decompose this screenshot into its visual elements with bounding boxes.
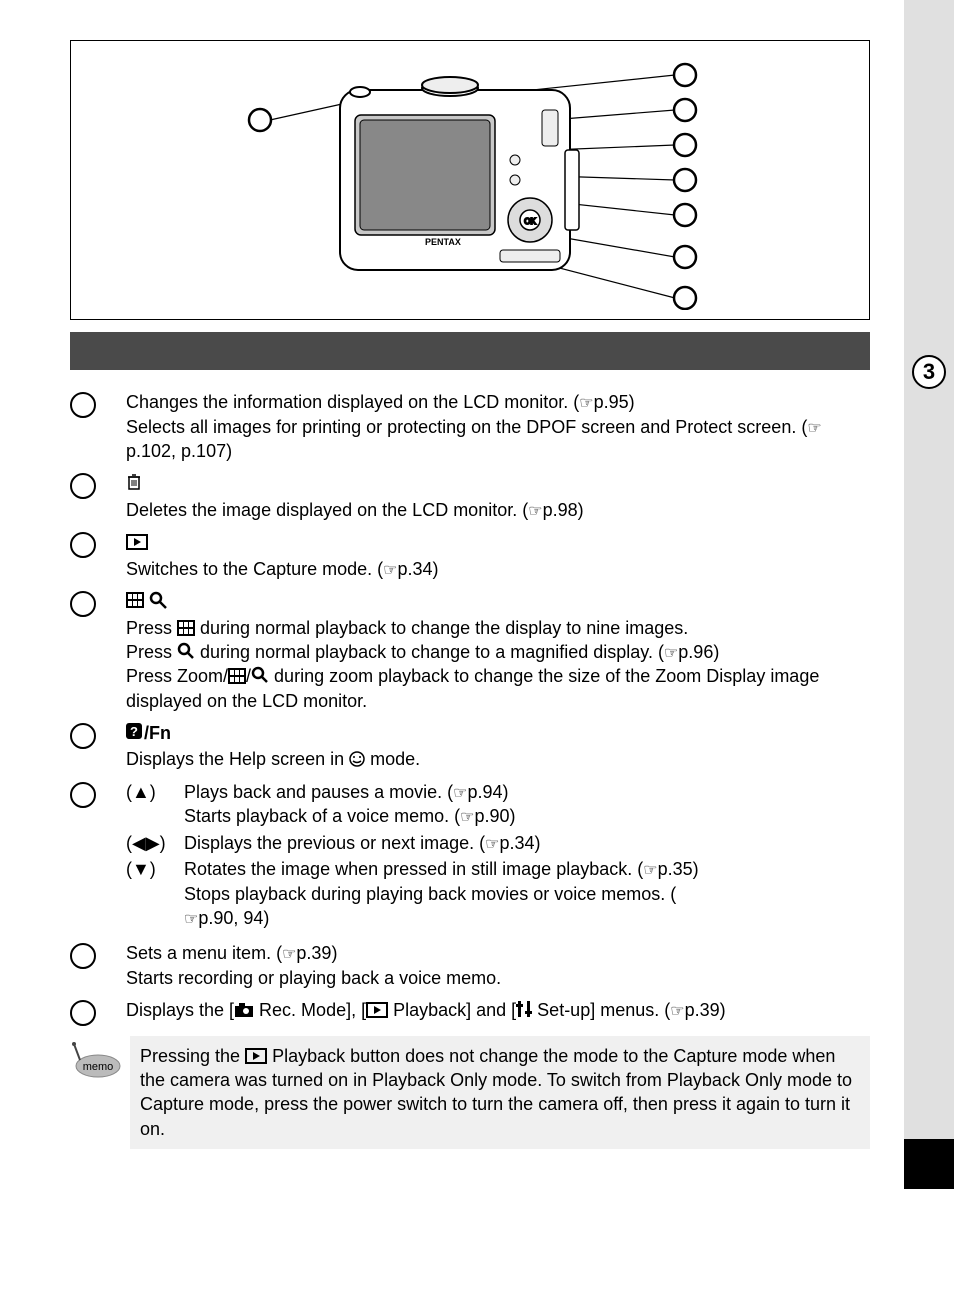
memo-block: memo Pressing the Playback button does n…: [70, 1036, 870, 1149]
callout-circle: [674, 204, 696, 226]
description-item: Deletes the image displayed on the LCD m…: [70, 471, 870, 522]
description-item: Press during normal playback to change t…: [70, 589, 870, 713]
controller-key: (▼): [126, 857, 184, 881]
description-item: Displays the [ Rec. Mode], [ Playback] a…: [70, 998, 870, 1026]
memo-icon: memo: [70, 1040, 122, 1080]
camera-diagram-svg: OK PENTAX: [90, 50, 850, 310]
item-number-circle: [70, 943, 96, 969]
item-line: Press during normal playback to change t…: [126, 640, 870, 665]
item-number-circle: [70, 392, 96, 418]
description-item: Changes the information displayed on the…: [70, 390, 870, 463]
description-item: Sets a menu item. (☞p.39)Starts recordin…: [70, 941, 870, 990]
item-head: [126, 471, 870, 495]
item-line: Starts recording or playing back a voice…: [126, 966, 870, 990]
item-head: [126, 589, 870, 613]
section-header-bar: [70, 332, 870, 370]
description-item: Switches to the Capture mode. (☞p.34): [70, 530, 870, 581]
item-line: Displays the [ Rec. Mode], [ Playback] a…: [126, 998, 870, 1023]
item-body: ?/Fn Displays the Help screen in mode.: [126, 721, 870, 772]
item-head: [126, 530, 870, 554]
callout-circle: [674, 64, 696, 86]
callout-circle: [674, 99, 696, 121]
chapter-number-badge: 3: [912, 355, 946, 389]
item-number-circle: [70, 532, 96, 558]
item-line: Press Zoom// during zoom playback to cha…: [126, 664, 870, 713]
controller-key: (◀▶): [126, 831, 184, 855]
svg-text:memo: memo: [83, 1061, 114, 1073]
item-line: Displays the Help screen in mode.: [126, 747, 870, 771]
item-body: (▲)Plays back and pauses a movie. (☞p.94…: [126, 780, 870, 933]
item-number-circle: [70, 473, 96, 499]
item-line: Press during normal playback to change t…: [126, 616, 870, 640]
memo-text: Pressing the Playback button does not ch…: [130, 1036, 870, 1149]
camera-brand-label: PENTAX: [425, 237, 461, 247]
item-line: Selects all images for printing or prote…: [126, 415, 870, 464]
button-description-list: Changes the information displayed on the…: [70, 390, 934, 1026]
callout-circle: [674, 134, 696, 156]
camera-diagram-box: OK PENTAX: [70, 40, 870, 320]
controller-description: Plays back and pauses a movie. (☞p.94)St…: [184, 780, 870, 829]
item-line: Sets a menu item. (☞p.39): [126, 941, 870, 966]
item-body: Changes the information displayed on the…: [126, 390, 870, 463]
svg-text:?: ?: [130, 724, 138, 739]
item-number-circle: [70, 782, 96, 808]
controller-row: (▼)Rotates the image when pressed in sti…: [126, 857, 870, 930]
right-margin-gray: [904, 0, 954, 1189]
item-head: ?/Fn: [126, 721, 870, 745]
description-item: (▲)Plays back and pauses a movie. (☞p.94…: [70, 780, 870, 933]
controller-row: (◀▶)Displays the previous or next image.…: [126, 831, 870, 856]
controller-description: Displays the previous or next image. (☞p…: [184, 831, 870, 856]
item-body: Press during normal playback to change t…: [126, 589, 870, 713]
item-number-circle: [70, 723, 96, 749]
right-margin-black-block: [904, 1139, 954, 1189]
controller-row: (▲)Plays back and pauses a movie. (☞p.94…: [126, 780, 870, 829]
item-body: Displays the [ Rec. Mode], [ Playback] a…: [126, 998, 870, 1023]
item-line: Changes the information displayed on the…: [126, 390, 870, 415]
item-line: Deletes the image displayed on the LCD m…: [126, 498, 870, 523]
callout-circle: [674, 287, 696, 309]
item-number-circle: [70, 591, 96, 617]
callout-circle: [674, 246, 696, 268]
item-number-circle: [70, 1000, 96, 1026]
controller-description: Rotates the image when pressed in still …: [184, 857, 870, 930]
item-body: Sets a menu item. (☞p.39)Starts recordin…: [126, 941, 870, 990]
item-line: Switches to the Capture mode. (☞p.34): [126, 557, 870, 582]
manual-page: 3: [0, 0, 954, 1189]
description-item: ?/Fn Displays the Help screen in mode.: [70, 721, 870, 772]
item-body: Deletes the image displayed on the LCD m…: [126, 471, 870, 522]
item-body: Switches to the Capture mode. (☞p.34): [126, 530, 870, 581]
svg-text:OK: OK: [524, 217, 536, 226]
controller-key: (▲): [126, 780, 184, 804]
callout-circle: [674, 169, 696, 191]
callout-circle: [249, 109, 271, 131]
